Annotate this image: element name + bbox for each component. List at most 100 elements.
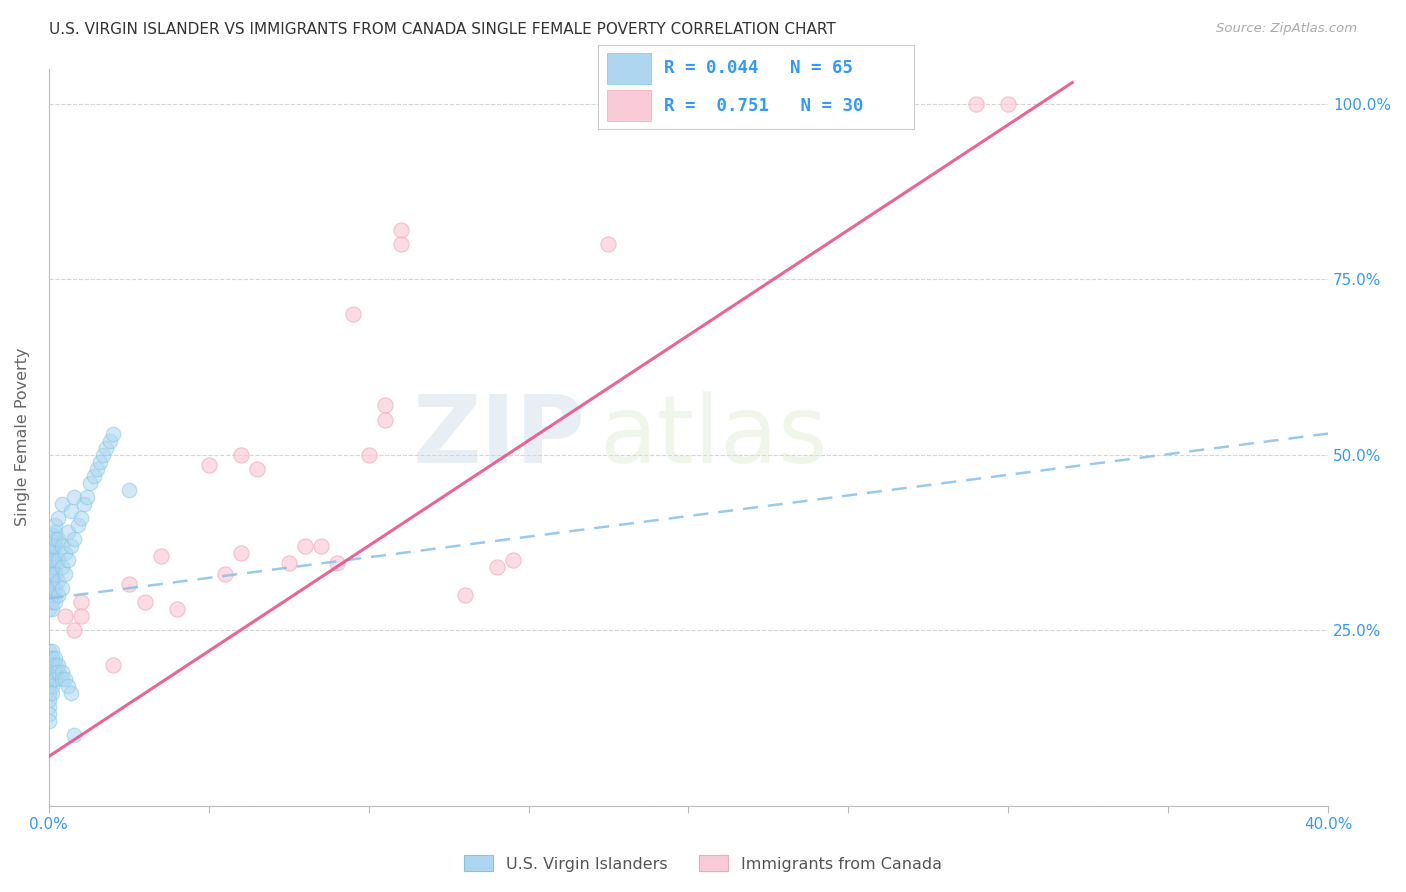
Point — [41, 644, 63, 658]
Point — [997, 96, 1019, 111]
Point — [51, 672, 73, 686]
Point — [38, 665, 60, 680]
Point — [134, 595, 156, 609]
Point — [41, 588, 63, 602]
Point — [38, 574, 60, 588]
Point — [44, 532, 66, 546]
Point — [69, 595, 91, 609]
Point — [41, 581, 63, 595]
Point — [41, 528, 63, 542]
Point — [197, 458, 219, 472]
Point — [44, 581, 66, 595]
Point — [38, 700, 60, 714]
Point — [38, 679, 60, 693]
Point — [53, 609, 76, 624]
Point — [309, 539, 332, 553]
Point — [38, 553, 60, 567]
Point — [46, 510, 69, 524]
Point — [342, 307, 364, 321]
Point — [63, 490, 86, 504]
Point — [41, 672, 63, 686]
Point — [357, 448, 380, 462]
Point — [44, 539, 66, 553]
Point — [51, 497, 73, 511]
Point — [89, 455, 111, 469]
Point — [374, 412, 396, 426]
Point — [118, 483, 141, 497]
Point — [69, 510, 91, 524]
Point — [38, 707, 60, 722]
Point — [91, 448, 114, 462]
Point — [60, 539, 83, 553]
Point — [41, 563, 63, 577]
Point — [41, 574, 63, 588]
Text: Source: ZipAtlas.com: Source: ZipAtlas.com — [1216, 22, 1357, 36]
Point — [41, 577, 63, 591]
Point — [46, 658, 69, 673]
Point — [38, 560, 60, 574]
Point — [38, 651, 60, 665]
Text: R = 0.044   N = 65: R = 0.044 N = 65 — [664, 60, 853, 78]
Point — [38, 672, 60, 686]
Point — [41, 658, 63, 673]
Point — [41, 557, 63, 571]
Point — [118, 577, 141, 591]
Point — [38, 566, 60, 581]
Point — [598, 237, 620, 252]
Point — [44, 566, 66, 581]
Point — [325, 557, 347, 571]
Point — [51, 665, 73, 680]
Point — [51, 581, 73, 595]
Point — [246, 461, 269, 475]
Point — [41, 679, 63, 693]
Point — [60, 504, 83, 518]
Point — [101, 426, 124, 441]
Point — [166, 602, 188, 616]
Point — [41, 539, 63, 553]
Point — [53, 566, 76, 581]
Point — [44, 595, 66, 609]
Point — [149, 549, 172, 564]
Point — [86, 461, 108, 475]
Point — [277, 557, 299, 571]
Point — [374, 399, 396, 413]
Point — [229, 448, 252, 462]
Point — [389, 237, 412, 252]
Bar — [607, 54, 651, 84]
Point — [502, 553, 524, 567]
Point — [38, 658, 60, 673]
Point — [46, 532, 69, 546]
Point — [38, 686, 60, 700]
Point — [51, 560, 73, 574]
Point — [56, 679, 79, 693]
Point — [41, 560, 63, 574]
Text: ZIP: ZIP — [413, 391, 586, 483]
Point — [41, 686, 63, 700]
Point — [41, 595, 63, 609]
Point — [38, 602, 60, 616]
Point — [38, 693, 60, 707]
Point — [965, 96, 987, 111]
Point — [41, 546, 63, 560]
Point — [41, 549, 63, 564]
Text: R =  0.751   N = 30: R = 0.751 N = 30 — [664, 96, 863, 114]
Point — [56, 524, 79, 539]
Point — [38, 539, 60, 553]
Point — [44, 672, 66, 686]
Text: U.S. VIRGIN ISLANDER VS IMMIGRANTS FROM CANADA SINGLE FEMALE POVERTY CORRELATION: U.S. VIRGIN ISLANDER VS IMMIGRANTS FROM … — [49, 22, 837, 37]
Point — [51, 539, 73, 553]
Point — [38, 588, 60, 602]
Point — [38, 714, 60, 729]
Point — [485, 560, 508, 574]
Point — [41, 553, 63, 567]
Point — [53, 672, 76, 686]
Point — [63, 728, 86, 742]
Point — [63, 532, 86, 546]
Point — [44, 524, 66, 539]
Point — [53, 546, 76, 560]
Point — [294, 539, 316, 553]
Point — [44, 517, 66, 532]
Point — [41, 570, 63, 584]
Point — [41, 651, 63, 665]
Point — [38, 546, 60, 560]
